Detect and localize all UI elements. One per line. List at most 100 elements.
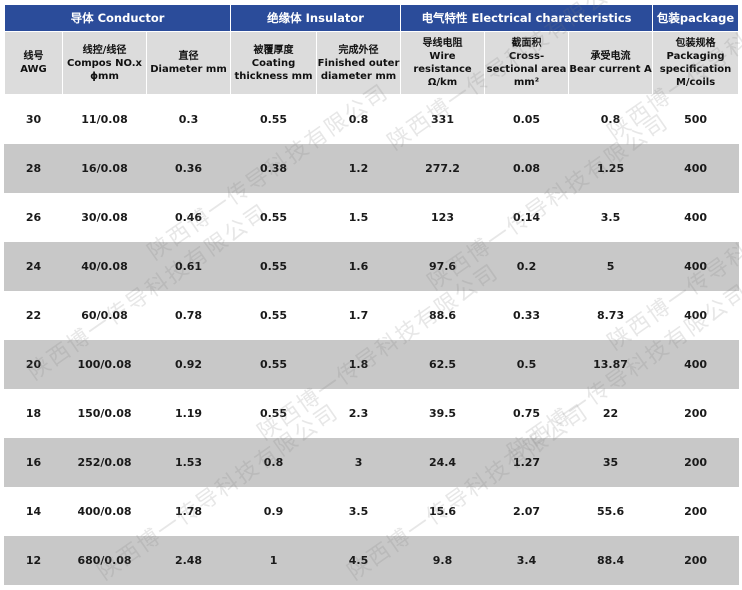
col-wire-resistance-cell: 97.6 — [400, 241, 486, 291]
col-coating-thickness-cell: 0.8 — [230, 437, 318, 487]
col-packaging-spec-cell: 400 — [652, 143, 740, 193]
table-row: 24 40/0.08 0.61 0.55 1.6 97.6 0.2 5 400 — [4, 241, 740, 291]
column-label-en: Coating thickness mm — [234, 57, 313, 82]
col-packaging-spec-cell: 400 — [652, 339, 740, 389]
table-row: 28 16/0.08 0.36 0.38 1.2 277.2 0.08 1.25 400 — [4, 143, 740, 193]
col-cross-sectional-area-cell: 3.4 — [484, 535, 570, 585]
col-diameter-cell: 0.36 — [145, 143, 232, 193]
col-cross-sectional-area-cell: 0.08 — [484, 143, 570, 193]
col-finished-outer-diameter-cell: 3 — [316, 437, 402, 487]
col-cross-sectional-area-cell: 0.14 — [484, 192, 570, 242]
col-composition-cell: 40/0.08 — [62, 241, 147, 291]
col-diameter-cell: 0.46 — [145, 192, 232, 242]
col-awg-header: 线号 AWG — [4, 31, 63, 95]
col-awg-cell: 22 — [4, 290, 63, 340]
table-row: 20 100/0.08 0.92 0.55 1.8 62.5 0.5 13.87 400 — [4, 339, 740, 389]
col-bear-current-cell: 3.5 — [568, 192, 654, 242]
table-row: 18 150/0.08 1.19 0.55 2.3 39.5 0.75 22 200 — [4, 388, 740, 438]
column-label-en: Finished outer diameter mm — [317, 57, 400, 82]
col-finished-outer-diameter-cell: 0.8 — [316, 94, 402, 144]
col-bear-current-cell: 8.73 — [568, 290, 654, 340]
col-diameter-cell: 2.48 — [145, 535, 232, 585]
col-coating-thickness-cell: 0.38 — [230, 143, 318, 193]
table-row: 14 400/0.08 1.78 0.9 3.5 15.6 2.07 55.6 200 — [4, 486, 740, 536]
column-label-zh: 线控/线径 — [82, 44, 127, 56]
col-coating-thickness-cell: 1 — [230, 535, 318, 585]
col-composition-cell: 16/0.08 — [62, 143, 147, 193]
group-header-row: 导体 Conductor 绝缘体 Insulator 电气特性 Electric… — [3, 4, 740, 32]
col-awg-cell: 24 — [4, 241, 63, 291]
col-composition-cell: 30/0.08 — [62, 192, 147, 242]
col-awg-cell: 18 — [4, 388, 63, 438]
col-awg-cell: 14 — [4, 486, 63, 536]
column-label-zh: 完成外径 — [338, 44, 379, 56]
column-label-zh: 被覆厚度 — [253, 44, 294, 56]
col-packaging-spec-cell: 200 — [652, 486, 740, 536]
col-diameter-cell: 0.61 — [145, 241, 232, 291]
col-packaging-spec-cell: 200 — [652, 388, 740, 438]
cable-spec-table: 导体 Conductor 绝缘体 Insulator 电气特性 Electric… — [3, 4, 740, 585]
column-label-en: Bear current A — [569, 64, 652, 75]
col-diameter-header: 直径 Diameter mm — [145, 31, 232, 95]
group-conductor: 导体 Conductor — [3, 4, 232, 32]
col-cross-sectional-area-cell: 1.27 — [484, 437, 570, 487]
col-coating-thickness-cell: 0.55 — [230, 290, 318, 340]
col-cross-sectional-area-cell: 0.5 — [484, 339, 570, 389]
col-packaging-spec-cell: 200 — [652, 535, 740, 585]
col-bear-current-cell: 5 — [568, 241, 654, 291]
table-row: 26 30/0.08 0.46 0.55 1.5 123 0.14 3.5 400 — [4, 192, 740, 242]
col-diameter-cell: 0.92 — [145, 339, 232, 389]
column-label-zh: 截面积 — [511, 38, 542, 49]
table-row: 22 60/0.08 0.78 0.55 1.7 88.6 0.33 8.73 400 — [4, 290, 740, 340]
table-body: 30 11/0.08 0.3 0.55 0.8 331 0.05 0.8 500 28 16/0.0… — [4, 94, 740, 585]
group-package: 包装package — [652, 4, 740, 32]
column-header-row: 线号 AWG 线控/线径 Compos NO.x ϕmm 直径 Diameter mm 被覆… — [4, 31, 740, 95]
column-label-en: Packaging specification M/coils — [659, 51, 732, 88]
column-label-en: Diameter mm — [150, 64, 227, 75]
col-coating-thickness-cell: 0.55 — [230, 241, 318, 291]
col-finished-outer-diameter-cell: 1.5 — [316, 192, 402, 242]
col-finished-outer-diameter-cell: 4.5 — [316, 535, 402, 585]
col-packaging-spec-cell: 200 — [652, 437, 740, 487]
col-awg-cell: 28 — [4, 143, 63, 193]
col-bear-current-cell: 88.4 — [568, 535, 654, 585]
col-awg-cell: 16 — [4, 437, 63, 487]
col-diameter-cell: 0.78 — [145, 290, 232, 340]
col-finished-outer-diameter-cell: 3.5 — [316, 486, 402, 536]
table-row: 12 680/0.08 2.48 1 4.5 9.8 3.4 88.4 200 — [4, 535, 740, 585]
col-diameter-cell: 1.19 — [145, 388, 232, 438]
col-wire-resistance-cell: 123 — [400, 192, 486, 242]
column-label-en: Compos NO.x ϕmm — [67, 57, 142, 82]
col-wire-resistance-cell: 39.5 — [400, 388, 486, 438]
col-finished-outer-diameter-cell: 1.2 — [316, 143, 402, 193]
group-electrical: 电气特性 Electrical characteristics — [400, 4, 654, 32]
col-composition-cell: 680/0.08 — [62, 535, 147, 585]
col-wire-resistance-cell: 9.8 — [400, 535, 486, 585]
col-diameter-cell: 0.3 — [145, 94, 232, 144]
col-finished-outer-diameter-cell: 1.8 — [316, 339, 402, 389]
col-cross-sectional-area-header: 截面积 Cross-sectional area mm² — [484, 31, 570, 95]
col-awg-cell: 20 — [4, 339, 63, 389]
col-finished-outer-diameter-cell: 2.3 — [316, 388, 402, 438]
col-awg-cell: 30 — [4, 94, 63, 144]
col-bear-current-cell: 22 — [568, 388, 654, 438]
col-coating-thickness-cell: 0.55 — [230, 339, 318, 389]
col-bear-current-cell: 35 — [568, 437, 654, 487]
col-coating-thickness-cell: 0.55 — [230, 94, 318, 144]
col-composition-cell: 400/0.08 — [62, 486, 147, 536]
col-packaging-spec-cell: 400 — [652, 192, 740, 242]
col-coating-thickness-cell: 0.55 — [230, 388, 318, 438]
col-diameter-cell: 1.53 — [145, 437, 232, 487]
col-composition-cell: 252/0.08 — [62, 437, 147, 487]
col-bear-current-cell: 55.6 — [568, 486, 654, 536]
col-wire-resistance-cell: 88.6 — [400, 290, 486, 340]
col-wire-resistance-header: 导线电阻 Wire resistance Ω/km — [400, 31, 486, 95]
col-packaging-spec-cell: 400 — [652, 290, 740, 340]
col-coating-thickness-cell: 0.55 — [230, 192, 318, 242]
col-awg-cell: 12 — [4, 535, 63, 585]
col-wire-resistance-cell: 24.4 — [400, 437, 486, 487]
col-wire-resistance-cell: 331 — [400, 94, 486, 144]
col-packaging-spec-cell: 400 — [652, 241, 740, 291]
col-composition-header: 线控/线径 Compos NO.x ϕmm — [62, 31, 147, 95]
